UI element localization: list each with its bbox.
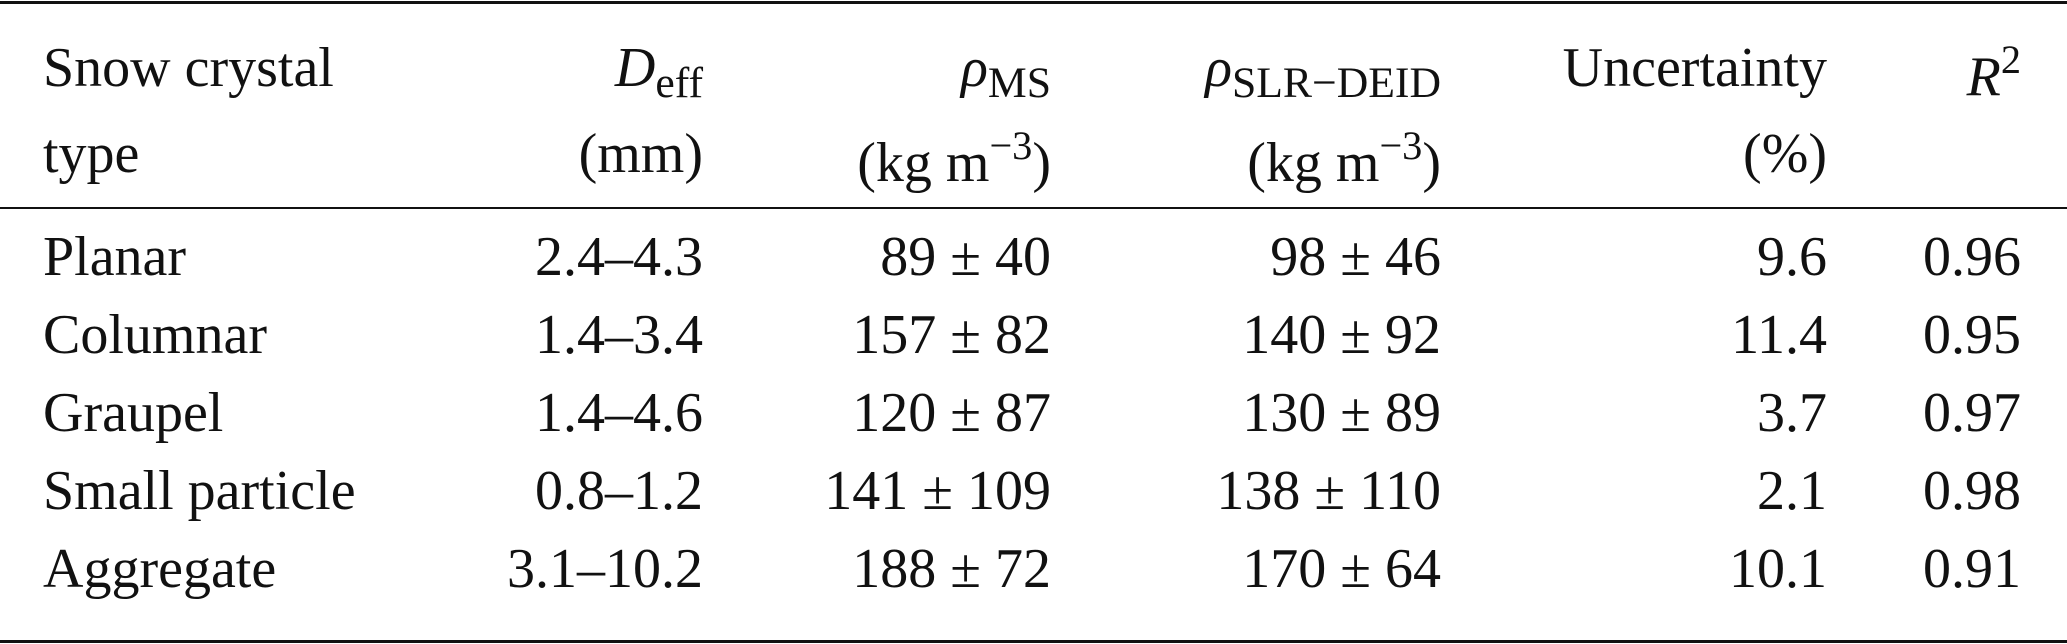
symbol: ρ bbox=[1205, 37, 1232, 99]
header-unit: (mm) bbox=[578, 123, 703, 185]
cell-value: 89 ± 40 bbox=[880, 226, 1051, 288]
cell-value: 0.97 bbox=[1923, 382, 2021, 444]
cell-value: 0.98 bbox=[1923, 460, 2021, 522]
cell-value: 3.1–10.2 bbox=[507, 538, 703, 600]
cell-value: 1.4–3.4 bbox=[535, 304, 703, 366]
row-label: Planar bbox=[43, 226, 187, 288]
subscript: MS bbox=[987, 58, 1051, 107]
cell-value: 188 ± 72 bbox=[852, 538, 1051, 600]
unit-sup: −3 bbox=[989, 123, 1033, 168]
symbol: D bbox=[614, 37, 656, 99]
header-text: Uncertainty bbox=[1562, 37, 1827, 99]
header-symbol: ρMS bbox=[961, 40, 1051, 106]
superscript: 2 bbox=[2000, 37, 2021, 82]
cell-value: 0.96 bbox=[1923, 226, 2021, 288]
cell-value: 0.91 bbox=[1923, 538, 2021, 600]
header-text: Snow crystal bbox=[43, 37, 334, 99]
unit-close: ) bbox=[1032, 132, 1051, 195]
cell-value: 141 ± 109 bbox=[824, 460, 1051, 522]
unit-base: (kg m bbox=[1247, 132, 1380, 195]
symbol: ρ bbox=[960, 37, 988, 99]
cell-value: 3.7 bbox=[1757, 382, 1827, 444]
header-text: (%) bbox=[1743, 123, 1827, 185]
symbol: R bbox=[1966, 46, 2001, 109]
cell-value: 9.6 bbox=[1757, 226, 1827, 288]
header-unit: (kg m−3) bbox=[1247, 123, 1441, 195]
cell-value: 120 ± 87 bbox=[852, 382, 1051, 444]
header-symbol: R2 bbox=[1966, 37, 2021, 109]
header-symbol: ρSLR−DEID bbox=[1205, 40, 1441, 106]
cell-value: 2.1 bbox=[1757, 460, 1827, 522]
cell-value: 130 ± 89 bbox=[1242, 382, 1441, 444]
row-label: Columnar bbox=[43, 304, 267, 366]
top-rule bbox=[0, 1, 2067, 4]
subscript: eff bbox=[655, 58, 703, 107]
mid-rule bbox=[0, 207, 2067, 209]
header-text: type bbox=[43, 123, 140, 185]
cell-value: 11.4 bbox=[1731, 304, 1827, 366]
row-label: Graupel bbox=[43, 382, 224, 444]
cell-value: 2.4–4.3 bbox=[535, 226, 703, 288]
unit-base: (kg m bbox=[857, 132, 990, 195]
subscript: SLR−DEID bbox=[1231, 58, 1441, 107]
header-unit: (kg m−3) bbox=[857, 123, 1051, 195]
cell-value: 170 ± 64 bbox=[1242, 538, 1441, 600]
unit-close: ) bbox=[1422, 132, 1441, 195]
row-label: Small particle bbox=[43, 460, 356, 522]
bottom-rule bbox=[0, 640, 2067, 643]
cell-value: 0.95 bbox=[1923, 304, 2021, 366]
cell-value: 10.1 bbox=[1729, 538, 1827, 600]
cell-value: 140 ± 92 bbox=[1242, 304, 1441, 366]
unit-sup: −3 bbox=[1379, 123, 1423, 168]
cell-value: 138 ± 110 bbox=[1216, 460, 1441, 522]
cell-value: 157 ± 82 bbox=[852, 304, 1051, 366]
cell-value: 1.4–4.6 bbox=[535, 382, 703, 444]
cell-value: 98 ± 46 bbox=[1270, 226, 1441, 288]
row-label: Aggregate bbox=[43, 538, 277, 600]
cell-value: 0.8–1.2 bbox=[535, 460, 703, 522]
header-symbol: Deff bbox=[615, 40, 703, 106]
